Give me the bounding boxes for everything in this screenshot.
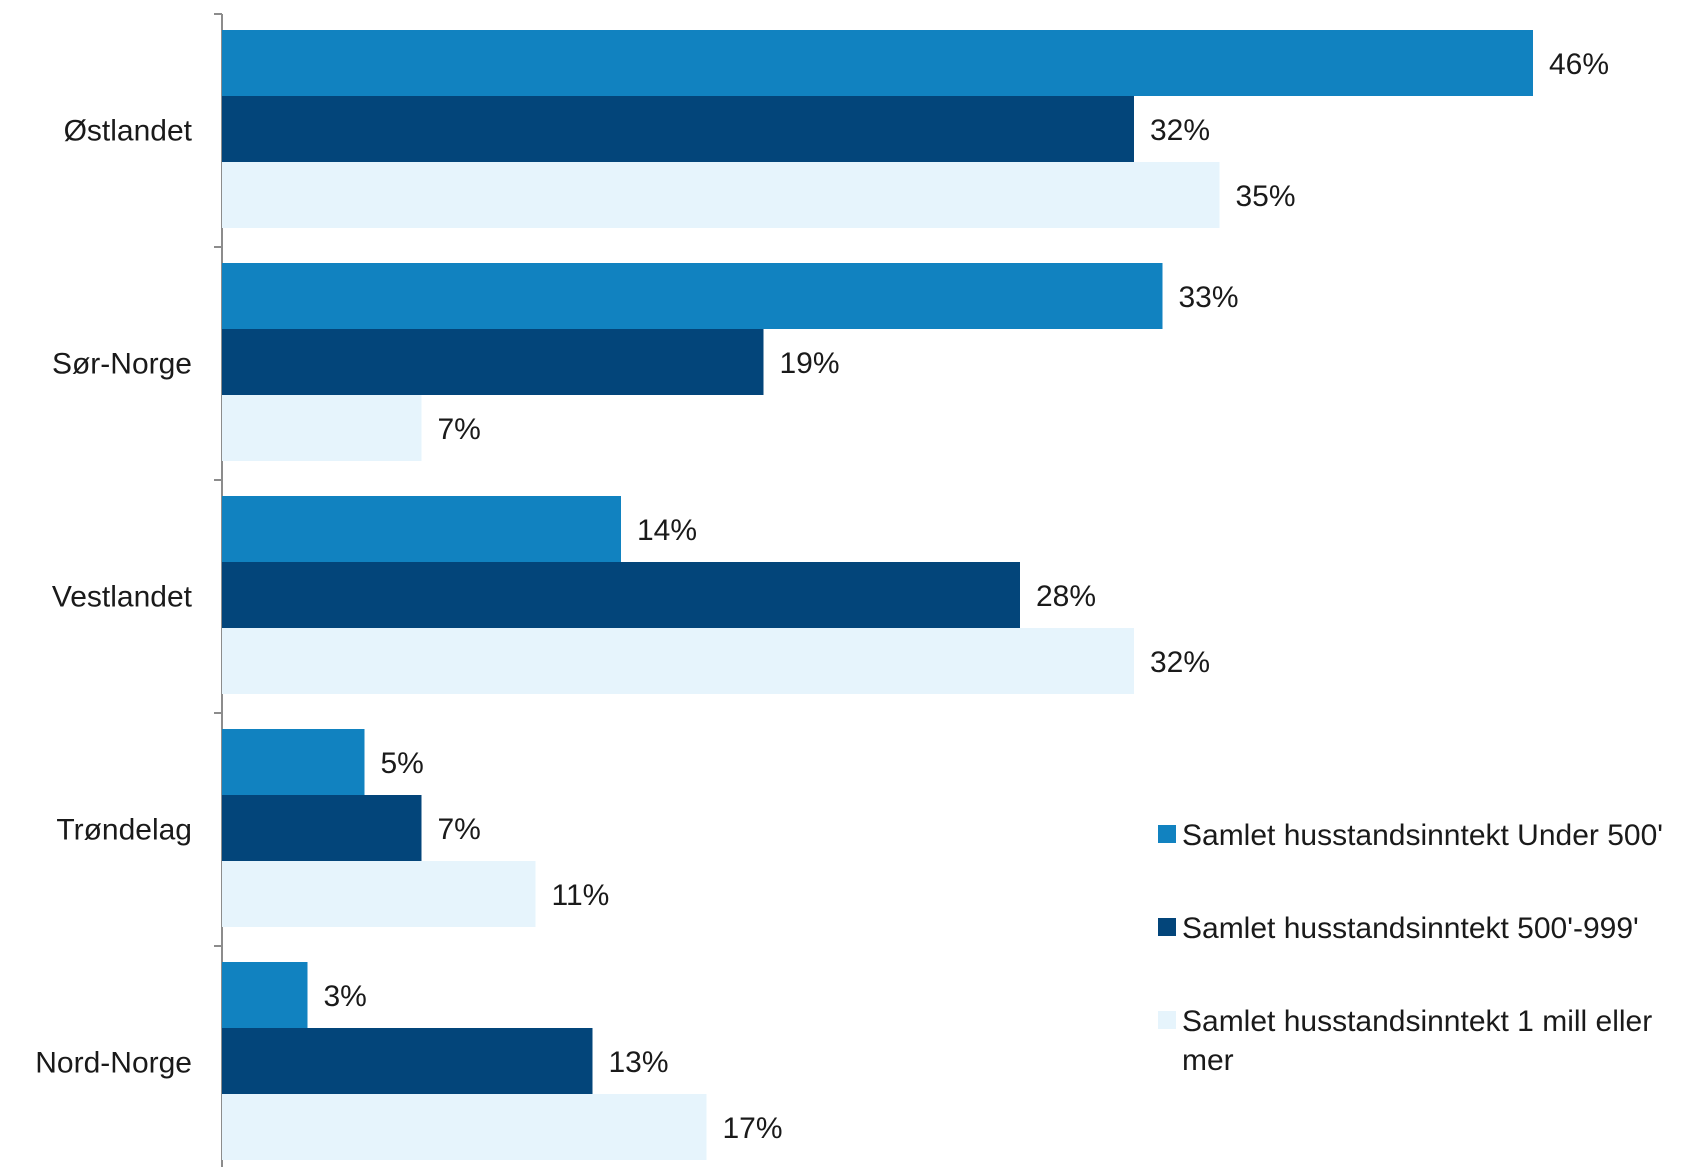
bar — [222, 1028, 593, 1094]
bar — [222, 628, 1134, 694]
legend-swatch — [1158, 825, 1176, 843]
data-label: 17% — [723, 1112, 783, 1145]
data-label: 32% — [1150, 114, 1210, 147]
legend-swatch — [1158, 918, 1176, 936]
data-label: 14% — [637, 514, 697, 547]
data-label: 5% — [381, 747, 424, 780]
value-labels: 46% 32% 35% 33% 19% 7% 14% 28% 32% 5% 7% 11% 3% 13% 17… — [324, 48, 1610, 1145]
data-label: 11% — [552, 879, 610, 912]
legend-label: Samlet husstandsinntekt 1 mill eller mer — [1182, 1005, 1652, 1077]
bar — [222, 1094, 707, 1160]
bar — [222, 96, 1134, 162]
bar — [222, 861, 536, 927]
bar — [222, 263, 1163, 329]
data-label: 13% — [609, 1046, 669, 1079]
data-label: 19% — [780, 347, 840, 380]
bar — [222, 962, 308, 1028]
bar — [222, 496, 621, 562]
category-label: Østlandet — [64, 115, 193, 148]
bar — [222, 329, 764, 395]
category-labels: Østlandet Sør-Norge Vestlandet Trøndelag Nor… — [35, 115, 192, 1080]
bar — [222, 795, 422, 861]
category-label: Nord-Norge — [35, 1047, 192, 1080]
legend-swatch — [1158, 1011, 1176, 1029]
data-label: 7% — [438, 813, 481, 846]
data-label: 3% — [324, 980, 367, 1013]
y-axis-ticks — [214, 13, 222, 947]
data-label: 35% — [1236, 180, 1296, 213]
data-label: 46% — [1549, 48, 1609, 81]
category-label: Vestlandet — [52, 581, 193, 614]
legend-label: Samlet husstandsinntekt 500'-999' — [1182, 912, 1639, 945]
bar — [222, 162, 1220, 228]
legend: Samlet husstandsinntekt Under 500' Samlet… — [1158, 819, 1663, 1077]
data-label: 32% — [1150, 646, 1210, 679]
bars — [222, 30, 1533, 1160]
bar — [222, 562, 1020, 628]
data-label: 28% — [1036, 580, 1096, 613]
category-label: Sør-Norge — [52, 348, 192, 381]
category-label: Trøndelag — [56, 814, 192, 847]
data-label: 33% — [1179, 281, 1239, 314]
bar — [222, 395, 422, 461]
bar — [222, 30, 1533, 96]
bar — [222, 729, 365, 795]
legend-label: Samlet husstandsinntekt Under 500' — [1182, 819, 1663, 852]
data-label: 7% — [438, 413, 481, 446]
